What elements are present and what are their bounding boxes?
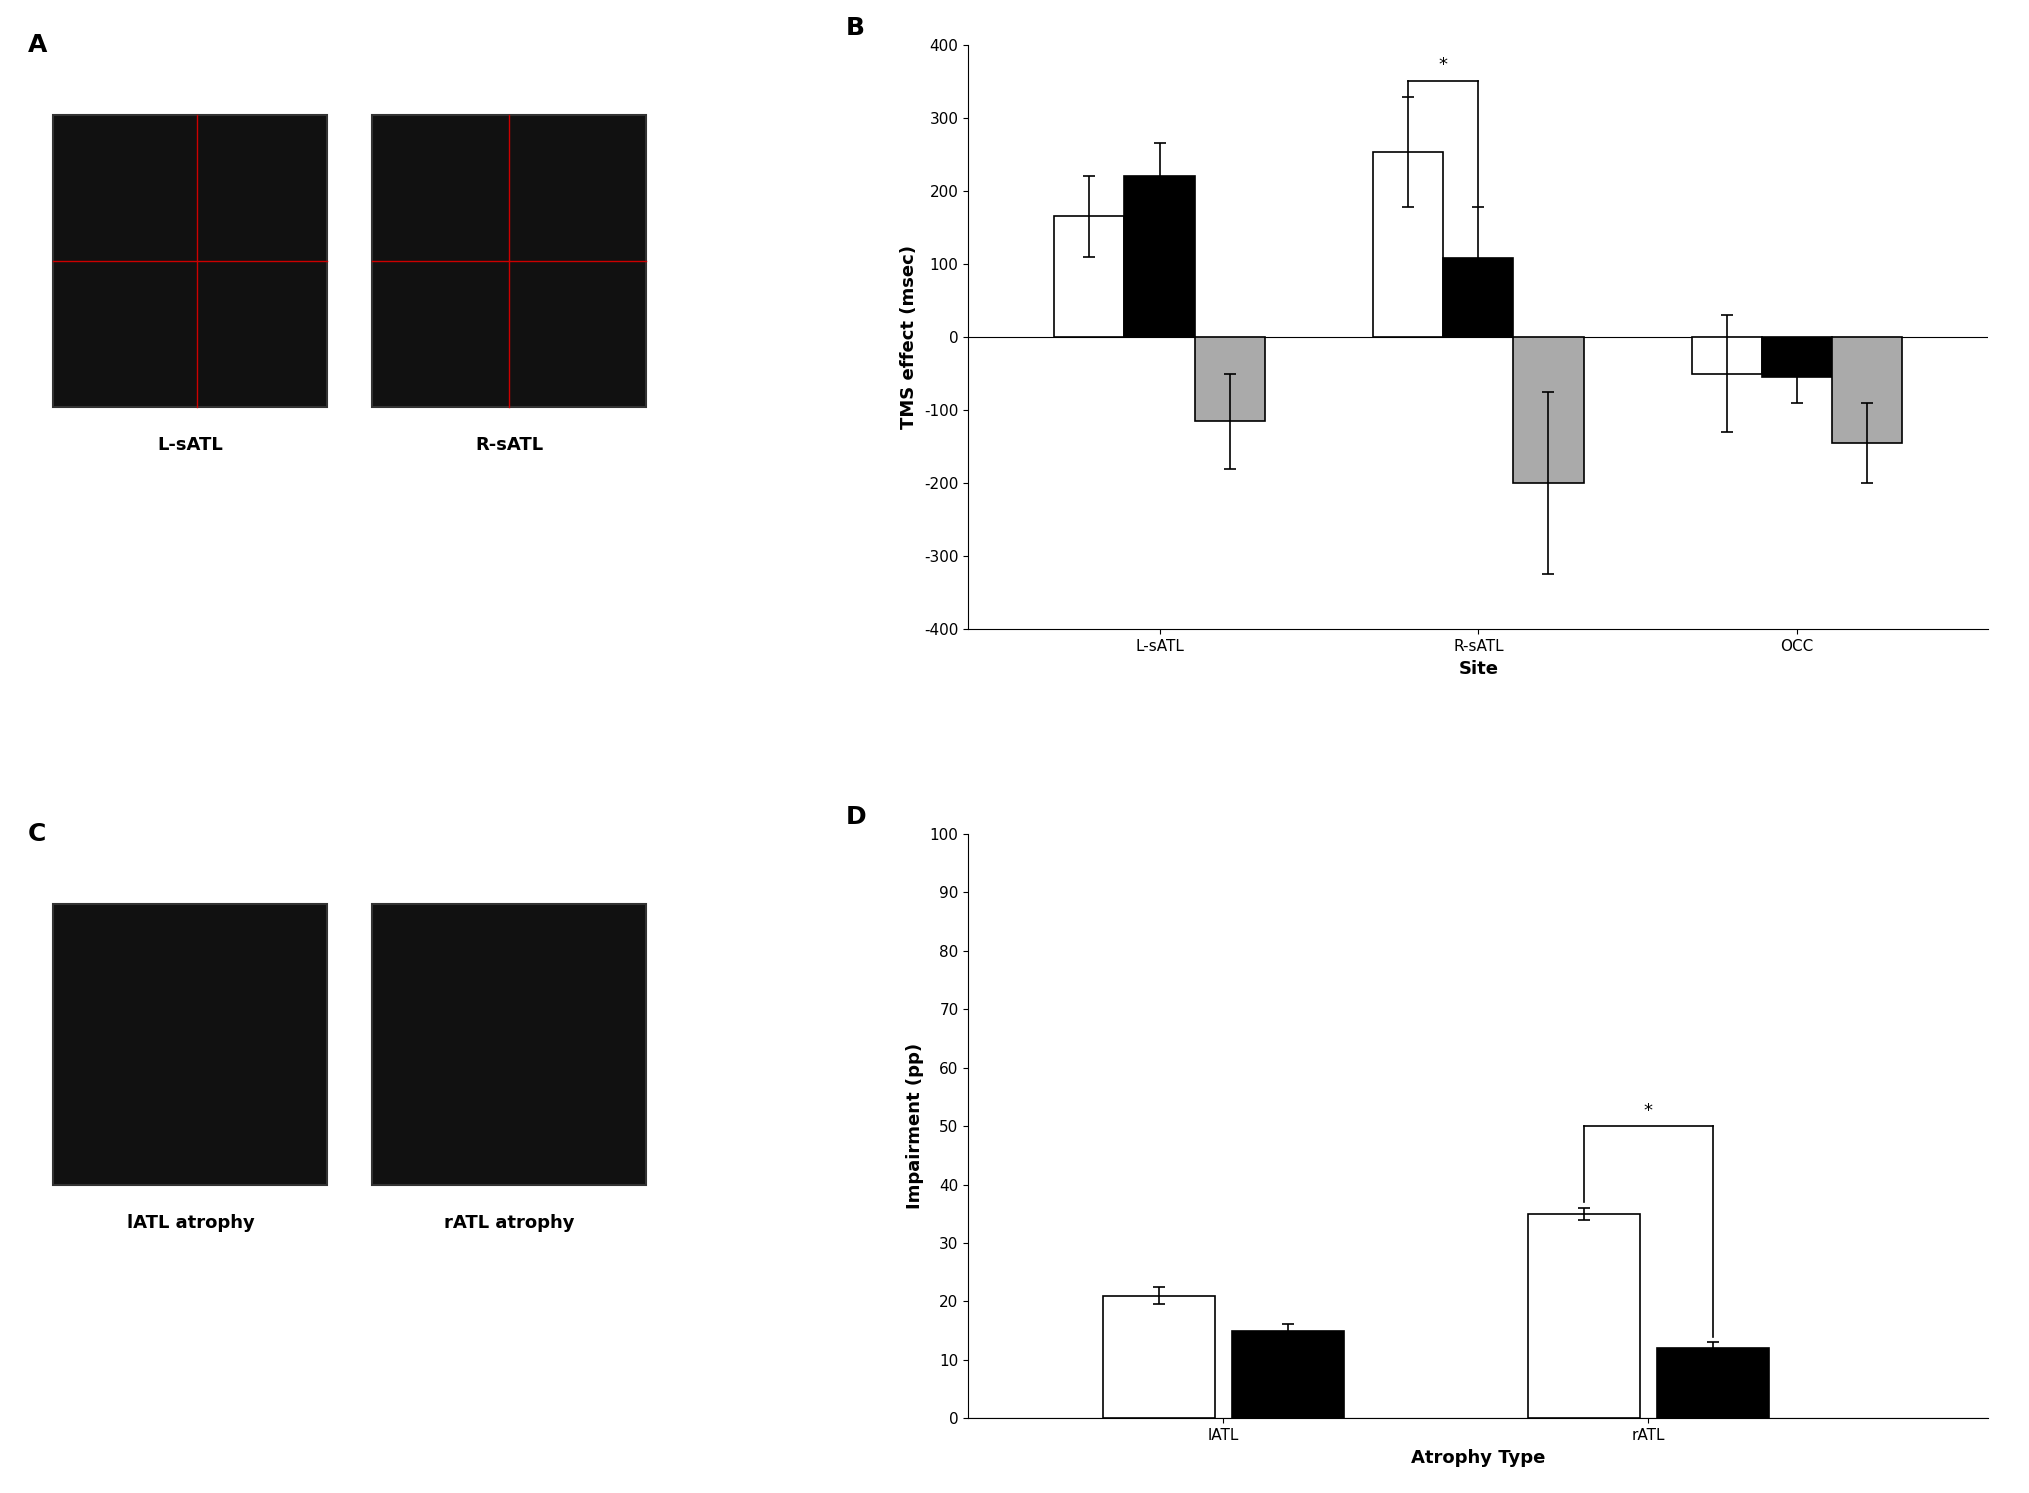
Text: D: D xyxy=(846,805,866,829)
Y-axis label: TMS effect (msec): TMS effect (msec) xyxy=(901,245,919,428)
FancyBboxPatch shape xyxy=(371,903,647,1184)
FancyBboxPatch shape xyxy=(371,115,647,408)
Bar xyxy=(1443,258,1514,337)
Bar xyxy=(1832,337,1903,443)
Text: R-sATL: R-sATL xyxy=(475,436,544,454)
Text: rATL atrophy: rATL atrophy xyxy=(444,1214,574,1232)
Bar xyxy=(1102,1296,1215,1418)
FancyBboxPatch shape xyxy=(53,115,327,408)
Bar xyxy=(1514,337,1583,484)
FancyBboxPatch shape xyxy=(53,903,327,1184)
Bar xyxy=(1195,337,1264,421)
Text: A: A xyxy=(28,33,47,57)
Bar xyxy=(1374,152,1443,337)
Bar xyxy=(1055,216,1124,337)
Bar xyxy=(1761,337,1832,378)
X-axis label: Atrophy Type: Atrophy Type xyxy=(1410,1448,1546,1466)
Text: *: * xyxy=(1643,1102,1654,1120)
Bar xyxy=(1528,1214,1639,1418)
Text: C: C xyxy=(28,823,47,847)
Text: lATL atrophy: lATL atrophy xyxy=(126,1214,254,1232)
X-axis label: Site: Site xyxy=(1459,660,1497,678)
Text: *: * xyxy=(1439,57,1449,75)
Bar xyxy=(1692,337,1761,373)
Bar xyxy=(1124,176,1195,337)
Y-axis label: Impairment (pp): Impairment (pp) xyxy=(907,1044,923,1209)
Bar xyxy=(1232,1330,1343,1418)
Text: L-sATL: L-sATL xyxy=(158,436,223,454)
Text: B: B xyxy=(846,15,864,40)
Bar xyxy=(1658,1348,1769,1418)
